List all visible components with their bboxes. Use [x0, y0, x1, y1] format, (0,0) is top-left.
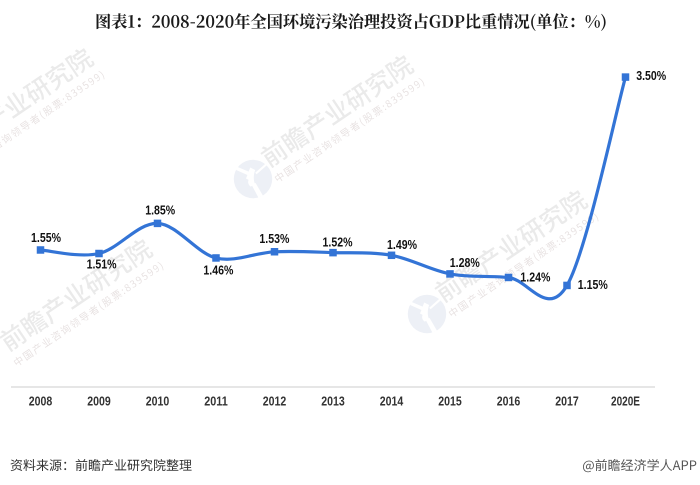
svg-text:2012: 2012	[263, 395, 287, 409]
svg-text:1.55%: 1.55%	[31, 231, 61, 245]
svg-text:1.85%: 1.85%	[145, 204, 175, 218]
svg-text:1.24%: 1.24%	[520, 271, 550, 285]
svg-text:2010: 2010	[146, 395, 170, 409]
svg-text:2014: 2014	[380, 395, 404, 409]
svg-text:2008: 2008	[29, 395, 53, 409]
svg-text:2011: 2011	[204, 395, 228, 409]
svg-text:2016: 2016	[497, 395, 521, 409]
svg-text:3.50%: 3.50%	[636, 69, 666, 83]
svg-text:1.53%: 1.53%	[259, 232, 289, 246]
svg-text:2009: 2009	[87, 395, 111, 409]
svg-text:1.52%: 1.52%	[323, 235, 353, 249]
svg-text:2017: 2017	[555, 395, 579, 409]
svg-text:2013: 2013	[321, 395, 345, 409]
svg-text:1.46%: 1.46%	[203, 263, 233, 277]
svg-text:1.51%: 1.51%	[87, 258, 117, 272]
svg-text:1.28%: 1.28%	[450, 256, 480, 270]
svg-text:2020E: 2020E	[611, 395, 640, 409]
svg-text:2015: 2015	[438, 395, 462, 409]
svg-text:1.49%: 1.49%	[387, 238, 417, 252]
svg-text:1.15%: 1.15%	[578, 278, 608, 292]
